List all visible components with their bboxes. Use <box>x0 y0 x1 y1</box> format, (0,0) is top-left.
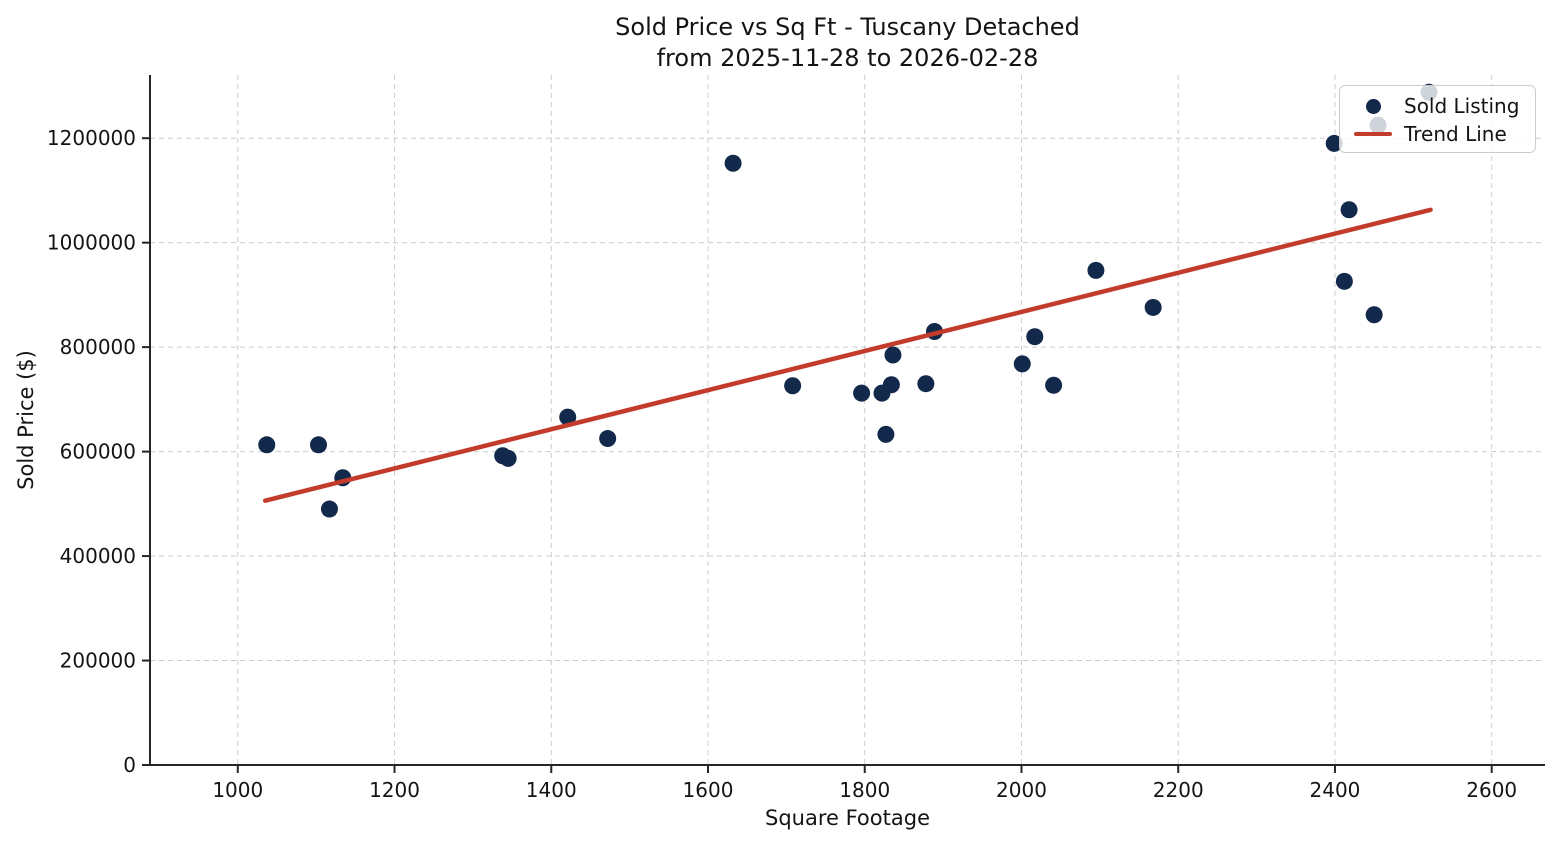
scatter-point <box>1335 272 1353 290</box>
x-tick-label: 1200 <box>369 778 420 802</box>
y-tick-label: 200000 <box>60 649 136 673</box>
chart-title: Sold Price vs Sq Ft - Tuscany Detached f… <box>150 12 1545 74</box>
scatter-point <box>877 425 895 443</box>
scatter-point <box>724 154 742 172</box>
scatter-point <box>882 376 900 394</box>
scatter-point <box>258 436 276 454</box>
chart-title-line1: Sold Price vs Sq Ft - Tuscany Detached <box>615 13 1080 41</box>
scatter-point <box>1026 328 1044 346</box>
trend-line <box>262 207 1433 503</box>
y-tick-label: 1000000 <box>47 231 136 255</box>
scatter-point <box>917 375 935 393</box>
x-tick-label: 2400 <box>1310 778 1361 802</box>
legend-handle <box>1354 98 1392 114</box>
y-tick-label: 400000 <box>60 544 136 568</box>
scatter-point <box>320 500 338 518</box>
y-tick-label: 600000 <box>60 440 136 464</box>
scatter-point <box>1045 376 1063 394</box>
legend-label-trend-line: Trend Line <box>1404 122 1507 146</box>
scatter-point <box>1087 261 1105 279</box>
x-tick-label: 1600 <box>683 778 734 802</box>
scatter-point <box>1365 306 1383 324</box>
x-tick-label: 1800 <box>839 778 890 802</box>
x-tick-label: 2200 <box>1153 778 1204 802</box>
x-tick-label: 1000 <box>212 778 263 802</box>
scatter-point <box>499 449 517 467</box>
scatter-point <box>1325 134 1343 152</box>
chart-title-line2: from 2025-11-28 to 2026-02-28 <box>656 44 1039 72</box>
y-tick-label: 1200000 <box>47 126 136 150</box>
scatter-point <box>853 384 871 402</box>
scatter-point <box>884 346 902 364</box>
y-tick-label: 0 <box>123 753 136 777</box>
legend-item-sold-listing: Sold Listing <box>1354 92 1535 120</box>
scatter-point <box>309 436 327 454</box>
x-tick-label: 2600 <box>1466 778 1517 802</box>
scatter-point <box>784 377 802 395</box>
x-tick-label: 1400 <box>526 778 577 802</box>
x-tick-label: 2000 <box>996 778 1047 802</box>
y-tick-label: 800000 <box>60 335 136 359</box>
legend-item-trend-line: Trend Line <box>1354 120 1535 148</box>
scatter-point <box>599 430 617 448</box>
scatter-point <box>1340 201 1358 219</box>
scatter-point <box>1144 298 1162 316</box>
sold-listing-marker-icon <box>1365 98 1381 114</box>
y-axis-label: Sold Price ($) <box>14 350 38 490</box>
trend-line-marker-icon <box>1354 131 1392 137</box>
legend-label-sold-listing: Sold Listing <box>1404 94 1520 118</box>
x-axis-label: Square Footage <box>765 806 930 830</box>
scatter-point <box>1013 355 1031 373</box>
scatter-point <box>559 408 577 426</box>
legend-handle <box>1354 131 1392 137</box>
legend: Sold Listing Trend Line <box>1339 85 1536 153</box>
